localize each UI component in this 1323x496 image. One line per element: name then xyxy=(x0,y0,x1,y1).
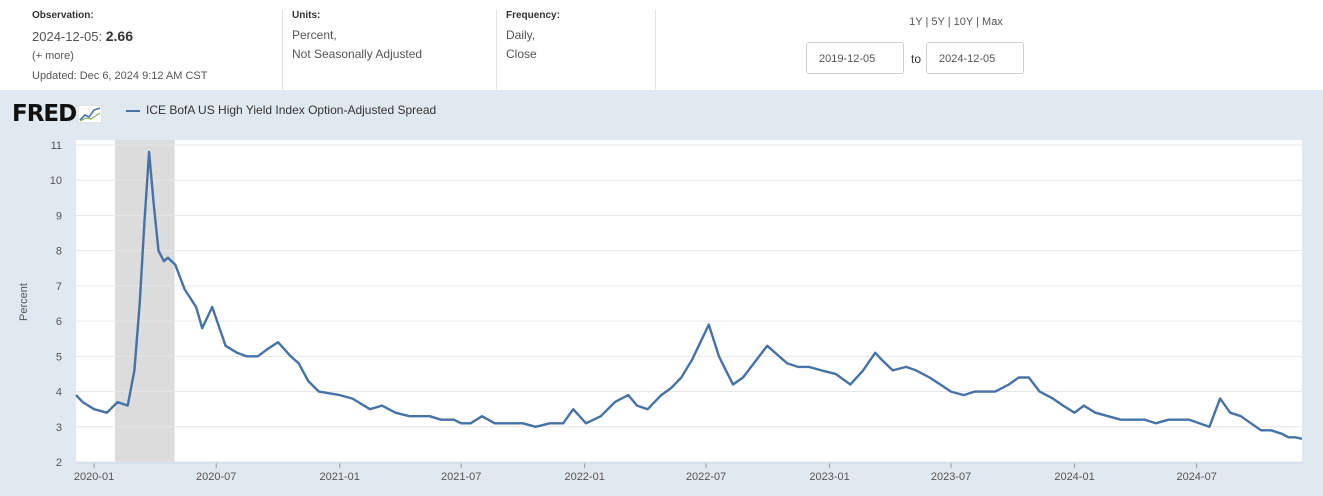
y-tick-2: 2 xyxy=(56,457,62,469)
y-tick-4: 4 xyxy=(56,387,62,399)
line-chart: 2 3 4 5 6 7 8 9 10 11 2020-01 2020-07 2021-01 2021-0… xyxy=(18,140,1303,483)
to-label: to xyxy=(911,52,922,66)
frequency-section: Frequency: Daily, Close xyxy=(496,10,656,90)
y-tick-10: 10 xyxy=(50,175,62,187)
y-tick-9: 9 xyxy=(56,210,62,222)
legend-series-name: ICE BofA US High Yield Index Option-Adju… xyxy=(146,103,437,117)
x-tick-2023-07: 2023-07 xyxy=(931,471,971,483)
x-tick-2021-01: 2021-01 xyxy=(320,471,360,483)
y-tick-7: 7 xyxy=(56,281,62,293)
frequency-line-1: Daily, xyxy=(506,28,536,42)
units-label: Units: xyxy=(292,10,321,21)
recession-band-0 xyxy=(114,140,175,463)
units-section: Units: Percent, Not Seasonally Adjusted xyxy=(282,10,492,90)
y-tick-3: 3 xyxy=(56,422,62,434)
range-1y-link[interactable]: 1Y xyxy=(909,16,923,28)
chart-legend: ICE BofA US High Yield Index Option-Adju… xyxy=(126,103,436,117)
fred-logo-text: FRED xyxy=(12,101,77,127)
series-line-0 xyxy=(75,150,1303,440)
units-line-2: Not Seasonally Adjusted xyxy=(292,47,423,61)
observation-value: 2.66 xyxy=(105,28,133,44)
y-tick-6: 6 xyxy=(56,316,62,328)
y-tick-8: 8 xyxy=(56,246,62,258)
x-tick-2022-07: 2022-07 xyxy=(686,471,726,483)
y-axis-label: Percent xyxy=(18,283,30,321)
y-tick-11: 11 xyxy=(51,140,62,152)
frequency-line-2: Close xyxy=(506,47,537,61)
frequency-label: Frequency: xyxy=(506,10,560,21)
x-tick-2020-07: 2020-07 xyxy=(196,471,236,483)
units-line-1: Percent, xyxy=(292,28,337,42)
observation-date: 2024-12-05: xyxy=(32,29,103,44)
start-date-input[interactable]: 2019-12-05 xyxy=(806,42,904,74)
updated-timestamp: Updated: Dec 6, 2024 9:12 AM CST xyxy=(32,70,208,82)
x-tick-2022-01: 2022-01 xyxy=(564,471,604,483)
range-10y-link[interactable]: 10Y xyxy=(953,16,974,28)
series-meta-bar: Observation: 2024-12-05: 2.66 (+ more) U… xyxy=(0,0,1323,90)
date-range-section: 1Y | 5Y | 10Y | Max 2019-12-05 to 2024-1… xyxy=(655,10,1323,90)
more-observations-link[interactable]: (+ more) xyxy=(32,50,74,62)
observation-section: Observation: 2024-12-05: 2.66 (+ more) U… xyxy=(32,10,272,85)
x-tick-2021-07: 2021-07 xyxy=(441,471,481,483)
range-max-link[interactable]: Max xyxy=(982,16,1003,28)
y-tick-5: 5 xyxy=(56,351,62,363)
range-links: 1Y | 5Y | 10Y | Max xyxy=(909,16,1003,28)
chart-area: FRED ICE BofA US High Yield Index Option… xyxy=(0,90,1323,496)
observation-label: Observation: xyxy=(32,10,94,21)
legend-swatch xyxy=(126,109,140,112)
x-tick-2020-01: 2020-01 xyxy=(74,471,114,483)
end-date-input[interactable]: 2024-12-05 xyxy=(926,42,1024,74)
plot-background xyxy=(76,140,1302,463)
range-5y-link[interactable]: 5Y xyxy=(931,16,945,28)
x-tick-2023-01: 2023-01 xyxy=(809,471,849,483)
x-tick-2024-01: 2024-01 xyxy=(1054,471,1094,483)
observation-value-line: 2024-12-05: 2.66 xyxy=(32,26,272,47)
x-tick-2024-07: 2024-07 xyxy=(1176,471,1216,483)
